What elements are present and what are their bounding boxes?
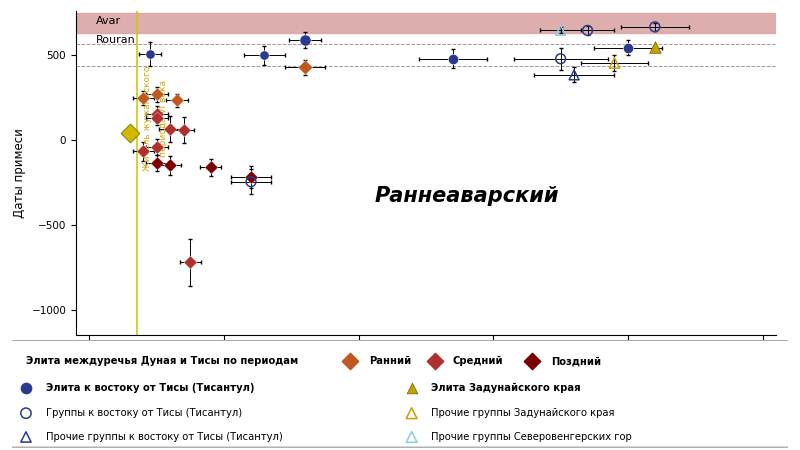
Text: Avar: Avar [96,17,122,27]
Point [150,159,163,166]
Bar [76,13,776,33]
Text: Прочие группы к востоку от Тисы (Тисантул): Прочие группы к востоку от Тисы (Тисанту… [46,432,283,442]
Point [19,385,32,392]
Point [150,144,163,151]
X-axis label: Евклидово расстояние от жужаней PC1vsPC2: Евклидово расстояние от жужаней PC1vsPC2 [300,359,552,369]
Point [622,44,634,51]
Text: Группы к востоку от Тисы (Тисантул): Группы к востоку от Тисы (Тисантул) [46,408,242,418]
Point [170,97,183,104]
Point [406,410,418,417]
Point [19,433,32,441]
Point [554,55,567,63]
Text: Ранний: Ранний [369,356,411,366]
Point [406,385,418,392]
Text: Элита междуречья Дуная и Тисы по периодам: Элита междуречья Дуная и Тисы по периода… [26,356,298,366]
Point [649,23,662,31]
Point [649,43,662,50]
Text: Элита к востоку от Тисы (Тисантул): Элита к востоку от Тисы (Тисантул) [46,383,254,393]
Point [164,162,177,169]
Point [429,358,442,365]
Point [164,126,177,133]
Text: Житель жужаньского: Житель жужаньского [143,65,152,171]
Text: Прочие группы Северовенгерских гор: Прочие группы Северовенгерских гор [431,432,632,442]
Text: Средний: Средний [453,356,503,366]
Text: Раннеаварский: Раннеаварский [374,186,558,206]
Point [608,59,621,67]
Point [204,164,217,171]
Point [245,173,258,180]
Point [446,55,459,63]
Point [554,27,567,34]
Point [581,27,594,34]
Point [19,410,32,417]
Point [178,126,190,134]
Point [137,148,150,155]
Point [406,433,418,441]
Y-axis label: Даты примеси: Даты примеси [13,128,26,218]
FancyBboxPatch shape [4,340,794,447]
Point [184,259,197,266]
Point [568,71,581,78]
Text: Элита Задунайского края: Элита Задунайского края [431,383,581,393]
Text: Прочие группы Задунайского края: Прочие группы Задунайского края [431,408,614,418]
Point [298,63,311,71]
Point [150,110,163,117]
Point [298,36,311,44]
Point [258,52,271,59]
Point [150,91,163,98]
Point [137,94,150,101]
Point [526,358,538,365]
Point [123,130,136,137]
Text: периода VI века: периода VI века [159,80,168,157]
Text: Rouran: Rouran [96,35,136,45]
Point [245,178,258,185]
Text: Поздний: Поздний [551,356,602,366]
Point [144,50,157,57]
Point [343,358,356,365]
Point [150,114,163,122]
